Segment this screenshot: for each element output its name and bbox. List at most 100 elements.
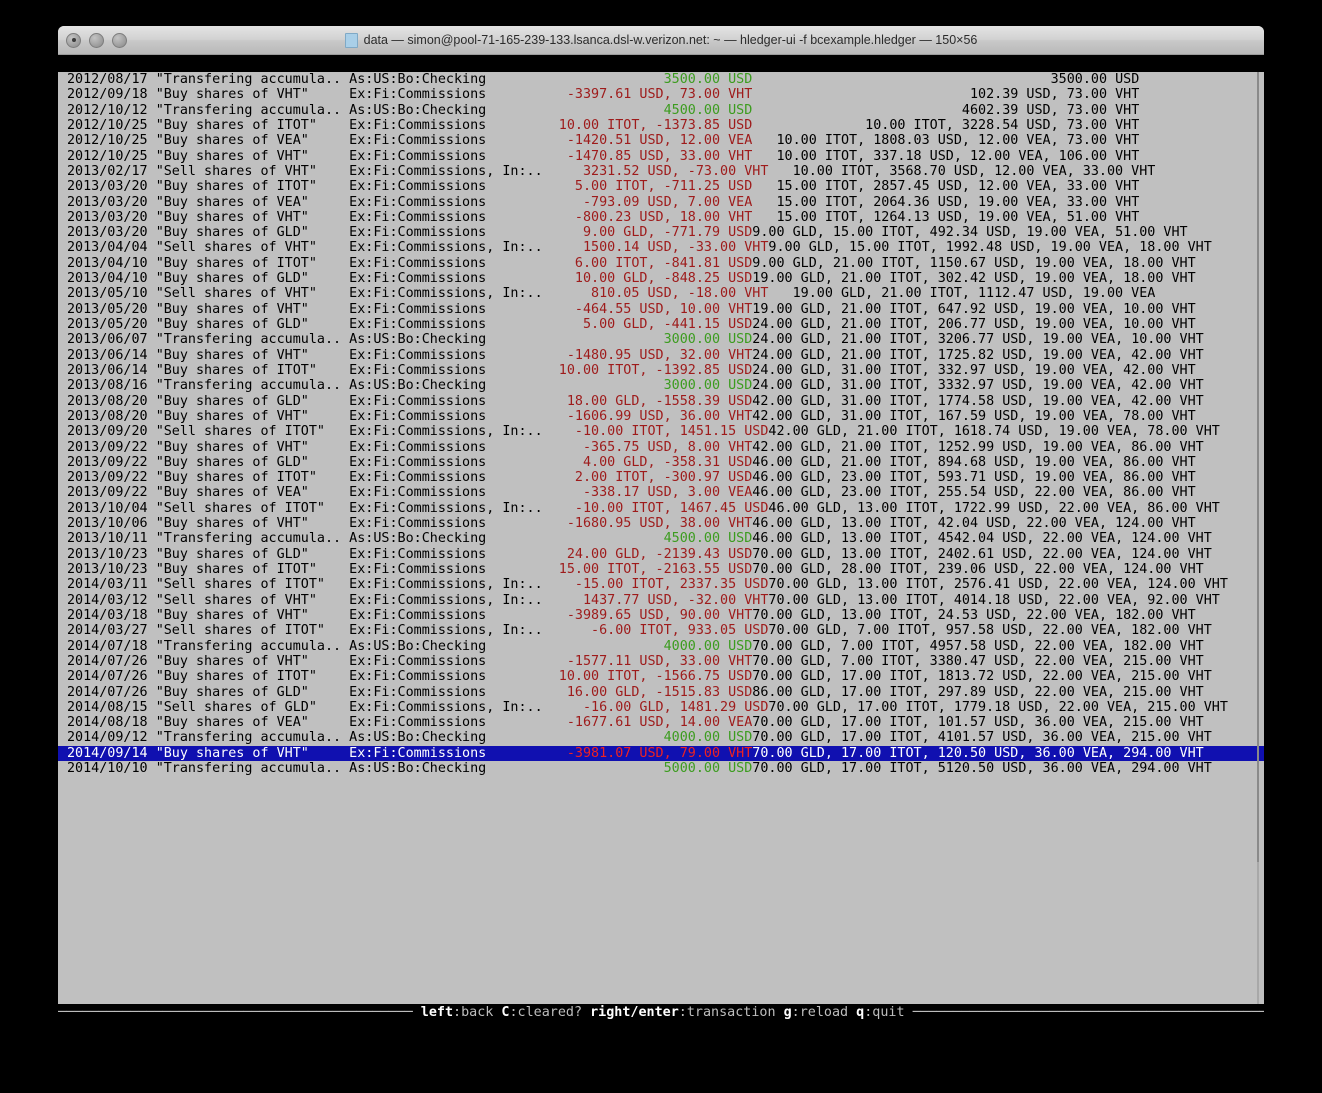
- transaction-row[interactable]: 2013/10/04 "Sell shares of ITOT" Ex:Fi:C…: [58, 501, 1264, 516]
- transaction-row[interactable]: 2013/09/22 "Buy shares of GLD" Ex:Fi:Com…: [58, 455, 1264, 470]
- transaction-account: Ex:Fi:Commissions: [349, 684, 527, 700]
- transaction-balance: 9.00 GLD, 15.00 ITOT, 492.34 USD, 19.00 …: [752, 225, 1196, 241]
- transaction-row[interactable]: 2014/10/10 "Transfering accumula.. As:US…: [58, 761, 1264, 776]
- transaction-row[interactable]: 2014/07/26 "Buy shares of VHT" Ex:Fi:Com…: [58, 654, 1264, 669]
- scrollbar-track[interactable]: [1257, 72, 1259, 1004]
- transaction-date: 2013/03/20: [67, 209, 156, 225]
- transaction-row[interactable]: 2013/03/20 "Buy shares of GLD" Ex:Fi:Com…: [58, 225, 1264, 240]
- transactions-list[interactable]: 2012/08/17 "Transfering accumula.. As:US…: [58, 72, 1264, 1004]
- transaction-description: "Buy shares of GLD": [155, 317, 350, 332]
- transaction-row[interactable]: 2013/09/22 "Buy shares of ITOT" Ex:Fi:Co…: [58, 470, 1264, 485]
- transaction-description: "Transfering accumula..: [155, 332, 350, 348]
- transaction-row[interactable]: 2014/03/11 "Sell shares of ITOT" Ex:Fi:C…: [58, 577, 1264, 592]
- minimize-button[interactable]: [89, 32, 104, 48]
- transaction-account: Ex:Fi:Commissions: [349, 117, 527, 133]
- transaction-row[interactable]: 2012/10/25 "Buy shares of ITOT" Ex:Fi:Co…: [58, 118, 1264, 133]
- transaction-balance: 24.00 GLD, 31.00 ITOT, 332.97 USD, 19.00…: [752, 362, 1204, 378]
- transaction-description: "Sell shares of VHT": [155, 286, 350, 302]
- transaction-row[interactable]: 2013/08/20 "Buy shares of GLD" Ex:Fi:Com…: [58, 394, 1264, 409]
- transaction-row[interactable]: 2013/05/20 "Buy shares of VHT" Ex:Fi:Com…: [58, 302, 1264, 317]
- transaction-row[interactable]: 2013/10/11 "Transfering accumula.. As:US…: [58, 531, 1264, 546]
- transaction-row[interactable]: 2012/10/25 "Buy shares of VHT" Ex:Fi:Com…: [58, 149, 1264, 164]
- transaction-row[interactable]: 2013/05/20 "Buy shares of GLD" Ex:Fi:Com…: [58, 317, 1264, 332]
- window-controls[interactable]: [66, 26, 127, 54]
- zoom-button[interactable]: [112, 32, 127, 48]
- transaction-row[interactable]: 2014/07/26 "Buy shares of GLD" Ex:Fi:Com…: [58, 685, 1264, 700]
- transaction-description: "Transfering accumula..: [155, 531, 350, 547]
- transaction-account: Ex:Fi:Commissions: [349, 516, 527, 532]
- window-titlebar[interactable]: data — simon@pool-71-165-239-133.lsanca.…: [58, 26, 1264, 55]
- transaction-row[interactable]: 2013/03/20 "Buy shares of VHT" Ex:Fi:Com…: [58, 210, 1264, 225]
- transaction-date: 2013/09/22: [67, 454, 156, 470]
- transaction-amount: -10.00 ITOT, 1451.15 USD: [542, 424, 769, 440]
- transaction-row[interactable]: 2013/03/20 "Buy shares of VEA" Ex:Fi:Com…: [58, 195, 1264, 210]
- transaction-account: Ex:Fi:Commissions, In:..: [349, 240, 543, 256]
- transaction-row[interactable]: 2012/10/25 "Buy shares of VEA" Ex:Fi:Com…: [58, 133, 1264, 148]
- transaction-description: "Buy shares of VHT": [155, 347, 350, 363]
- transaction-date: 2013/09/20: [67, 424, 156, 440]
- transaction-date: 2013/08/20: [67, 408, 156, 424]
- transaction-date: 2012/10/25: [67, 148, 156, 164]
- transaction-row[interactable]: 2013/10/23 "Buy shares of ITOT" Ex:Fi:Co…: [58, 562, 1264, 577]
- transaction-balance: 70.00 GLD, 17.00 ITOT, 1779.18 USD, 22.0…: [768, 699, 1236, 715]
- transaction-account: Ex:Fi:Commissions: [349, 715, 527, 731]
- transaction-date: 2013/10/06: [67, 516, 156, 532]
- transaction-row[interactable]: 2013/03/20 "Buy shares of ITOT" Ex:Fi:Co…: [58, 179, 1264, 194]
- transaction-row[interactable]: 2013/04/10 "Buy shares of ITOT" Ex:Fi:Co…: [58, 256, 1264, 271]
- transaction-amount: -1420.51 USD, 12.00 VEA: [526, 133, 753, 149]
- scrollbar-thumb[interactable]: [1257, 72, 1259, 862]
- transaction-row[interactable]: 2014/03/27 "Sell shares of ITOT" Ex:Fi:C…: [58, 623, 1264, 638]
- transaction-row[interactable]: 2013/08/20 "Buy shares of VHT" Ex:Fi:Com…: [58, 409, 1264, 424]
- transaction-row[interactable]: 2012/09/18 "Buy shares of VHT" Ex:Fi:Com…: [58, 87, 1264, 102]
- transaction-row[interactable]: 2014/08/15 "Sell shares of GLD" Ex:Fi:Co…: [58, 700, 1264, 715]
- transaction-account: Ex:Fi:Commissions: [349, 546, 527, 562]
- transaction-row[interactable]: 2014/03/12 "Sell shares of VHT" Ex:Fi:Co…: [58, 593, 1264, 608]
- transaction-date: 2014/03/12: [67, 592, 156, 608]
- close-button[interactable]: [66, 32, 81, 48]
- transaction-amount: -6.00 ITOT, 933.05 USD: [542, 623, 769, 639]
- transaction-row[interactable]: 2013/04/10 "Buy shares of GLD" Ex:Fi:Com…: [58, 271, 1264, 286]
- transaction-row[interactable]: 2013/09/20 "Sell shares of ITOT" Ex:Fi:C…: [58, 424, 1264, 439]
- transaction-amount: 4000.00 USD: [526, 638, 753, 654]
- transaction-row[interactable]: 2013/10/06 "Buy shares of VHT" Ex:Fi:Com…: [58, 516, 1264, 531]
- transaction-description: "Transfering accumula..: [155, 730, 350, 746]
- transaction-row[interactable]: 2014/09/12 "Transfering accumula.. As:US…: [58, 730, 1264, 745]
- transaction-account: Ex:Fi:Commissions: [349, 669, 527, 685]
- hledger-status-bar: ────────────────────────────────────────…: [58, 1004, 1264, 1020]
- transaction-balance: 70.00 GLD, 7.00 ITOT, 3380.47 USD, 22.00…: [752, 653, 1212, 669]
- transaction-balance: 24.00 GLD, 21.00 ITOT, 3206.77 USD, 19.0…: [752, 332, 1212, 348]
- transaction-balance: 3500.00 USD: [752, 72, 1148, 87]
- transaction-account: Ex:Fi:Commissions: [349, 408, 527, 424]
- transaction-amount: 1437.77 USD, -32.00 VHT: [542, 592, 769, 608]
- transaction-row[interactable]: 2013/06/14 "Buy shares of VHT" Ex:Fi:Com…: [58, 348, 1264, 363]
- transaction-row[interactable]: 2012/08/17 "Transfering accumula.. As:US…: [58, 72, 1264, 87]
- transaction-row[interactable]: 2013/08/16 "Transfering accumula.. As:US…: [58, 378, 1264, 393]
- transaction-row[interactable]: 2013/06/14 "Buy shares of ITOT" Ex:Fi:Co…: [58, 363, 1264, 378]
- transaction-row[interactable]: 2013/09/22 "Buy shares of VEA" Ex:Fi:Com…: [58, 485, 1264, 500]
- footer-key-c: C: [501, 1005, 510, 1020]
- transaction-amount: 15.00 ITOT, -2163.55 USD: [526, 562, 753, 577]
- transaction-row[interactable]: 2013/10/23 "Buy shares of GLD" Ex:Fi:Com…: [58, 547, 1264, 562]
- transaction-date: 2014/07/26: [67, 684, 156, 700]
- transaction-row[interactable]: 2014/03/18 "Buy shares of VHT" Ex:Fi:Com…: [58, 608, 1264, 623]
- transaction-row[interactable]: 2013/09/22 "Buy shares of VHT" Ex:Fi:Com…: [58, 440, 1264, 455]
- transaction-row[interactable]: 2014/07/18 "Transfering accumula.. As:US…: [58, 639, 1264, 654]
- transaction-balance: 46.00 GLD, 23.00 ITOT, 593.71 USD, 19.00…: [752, 470, 1204, 486]
- transaction-row[interactable]: 2014/08/18 "Buy shares of VEA" Ex:Fi:Com…: [58, 715, 1264, 730]
- transaction-date: 2013/04/10: [67, 255, 156, 271]
- transaction-description: "Sell shares of VHT": [155, 163, 350, 179]
- transaction-row[interactable]: 2014/09/14 "Buy shares of VHT" Ex:Fi:Com…: [58, 745, 1264, 762]
- transaction-account: Ex:Fi:Commissions, In:..: [349, 577, 543, 593]
- footer-rule-right: ────────────────────────────────────────…: [904, 1005, 1264, 1020]
- transaction-row[interactable]: 2013/02/17 "Sell shares of VHT" Ex:Fi:Co…: [58, 164, 1264, 179]
- transaction-row[interactable]: 2013/06/07 "Transfering accumula.. As:US…: [58, 332, 1264, 347]
- transaction-account: Ex:Fi:Commissions: [349, 362, 527, 378]
- transaction-row[interactable]: 2013/04/04 "Sell shares of VHT" Ex:Fi:Co…: [58, 240, 1264, 255]
- transaction-date: 2012/08/17: [67, 72, 156, 87]
- transaction-row[interactable]: 2013/05/10 "Sell shares of VHT" Ex:Fi:Co…: [58, 286, 1264, 301]
- transaction-balance: 42.00 GLD, 21.00 ITOT, 1252.99 USD, 19.0…: [752, 439, 1212, 455]
- transaction-row[interactable]: 2014/07/26 "Buy shares of ITOT" Ex:Fi:Co…: [58, 669, 1264, 684]
- transaction-row[interactable]: 2012/10/12 "Transfering accumula.. As:US…: [58, 103, 1264, 118]
- transaction-amount: 9.00 GLD, -771.79 USD: [526, 225, 753, 241]
